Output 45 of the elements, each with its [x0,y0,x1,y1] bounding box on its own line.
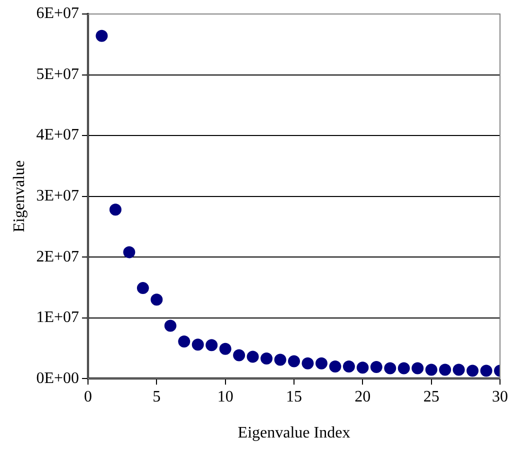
point [412,362,424,374]
point [96,30,108,42]
x-tick-label: 10 [217,388,234,406]
y-axis-title: Eigenvalue [10,160,28,232]
y-tick-label: 1E+07 [36,309,79,326]
y-tick-label: 4E+07 [36,126,79,144]
y-tick-label: 2E+07 [36,248,79,266]
point [206,339,218,352]
point [302,357,314,370]
point [398,362,410,374]
x-tick-label: 15 [286,388,302,406]
point [178,336,190,348]
point [329,360,342,372]
point [370,361,382,374]
point [439,364,452,376]
point [315,357,328,370]
y-tick-label: 5E+07 [36,66,79,83]
point [164,320,176,332]
x-tick-label: 0 [84,388,92,406]
point [288,355,300,368]
point [260,352,273,365]
point [233,349,246,362]
y-tick-label: 6E+07 [36,5,79,22]
point [274,354,286,366]
x-tick-label: 5 [152,388,161,406]
point [109,204,122,216]
y-tick-label: 0E+00 [36,370,79,387]
point [246,350,259,363]
x-tick-label: 20 [354,388,371,406]
y-tick-label: 3E+07 [36,188,79,205]
point [192,338,204,351]
point [136,282,149,294]
point [425,364,438,376]
x-axis-title: Eigenvalue Index [238,424,350,442]
point [466,364,479,377]
x-tick-label: 30 [492,388,508,406]
x-tick-label: 25 [423,388,440,406]
point [452,364,465,376]
point [480,364,492,377]
point [384,362,396,374]
point [150,294,163,306]
point [356,362,369,374]
point [123,246,136,258]
point [342,360,355,372]
point [219,342,232,355]
